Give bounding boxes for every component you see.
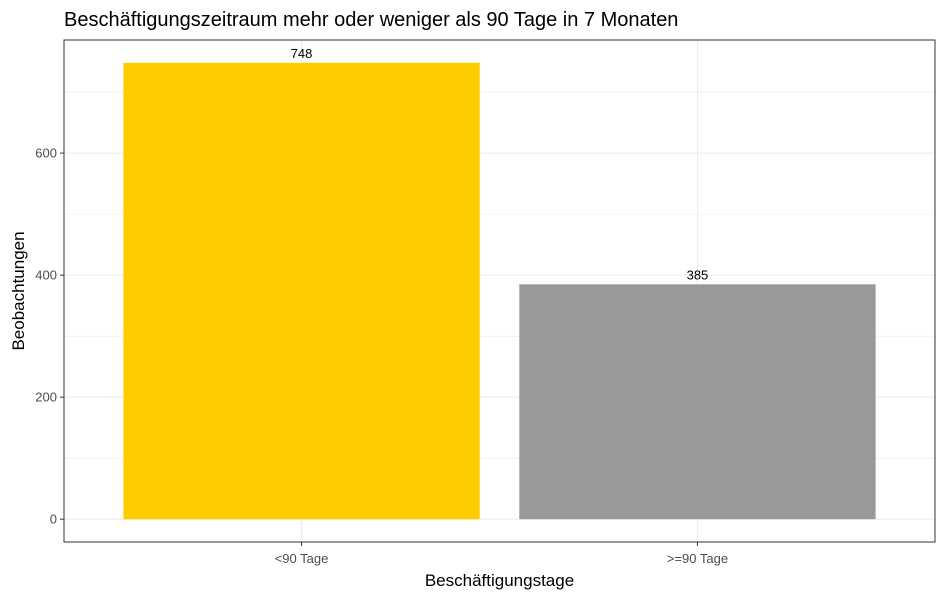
bar [519, 284, 876, 520]
y-tick-label: 600 [35, 146, 57, 161]
panel-border [63, 39, 936, 543]
x-axis-title: Beschäftigungstage [425, 571, 574, 590]
y-tick-label: 400 [35, 268, 57, 283]
bars [123, 62, 876, 520]
chart-title: Beschäftigungszeitraum mehr oder weniger… [64, 9, 678, 31]
data-label: 385 [687, 267, 709, 282]
x-tick-label: <90 Tage [275, 551, 329, 566]
y-axis: 0 200 400 600 [35, 146, 64, 527]
x-tick-label: >=90 Tage [667, 551, 728, 566]
y-tick-label: 200 [35, 390, 57, 405]
x-axis: <90 Tage >=90 Tage [275, 542, 728, 566]
data-labels: 748 385 [291, 46, 709, 282]
bar [123, 62, 480, 520]
data-label: 748 [291, 46, 313, 61]
y-tick-label: 0 [50, 512, 57, 527]
y-axis-title: Beobachtungen [9, 231, 28, 350]
